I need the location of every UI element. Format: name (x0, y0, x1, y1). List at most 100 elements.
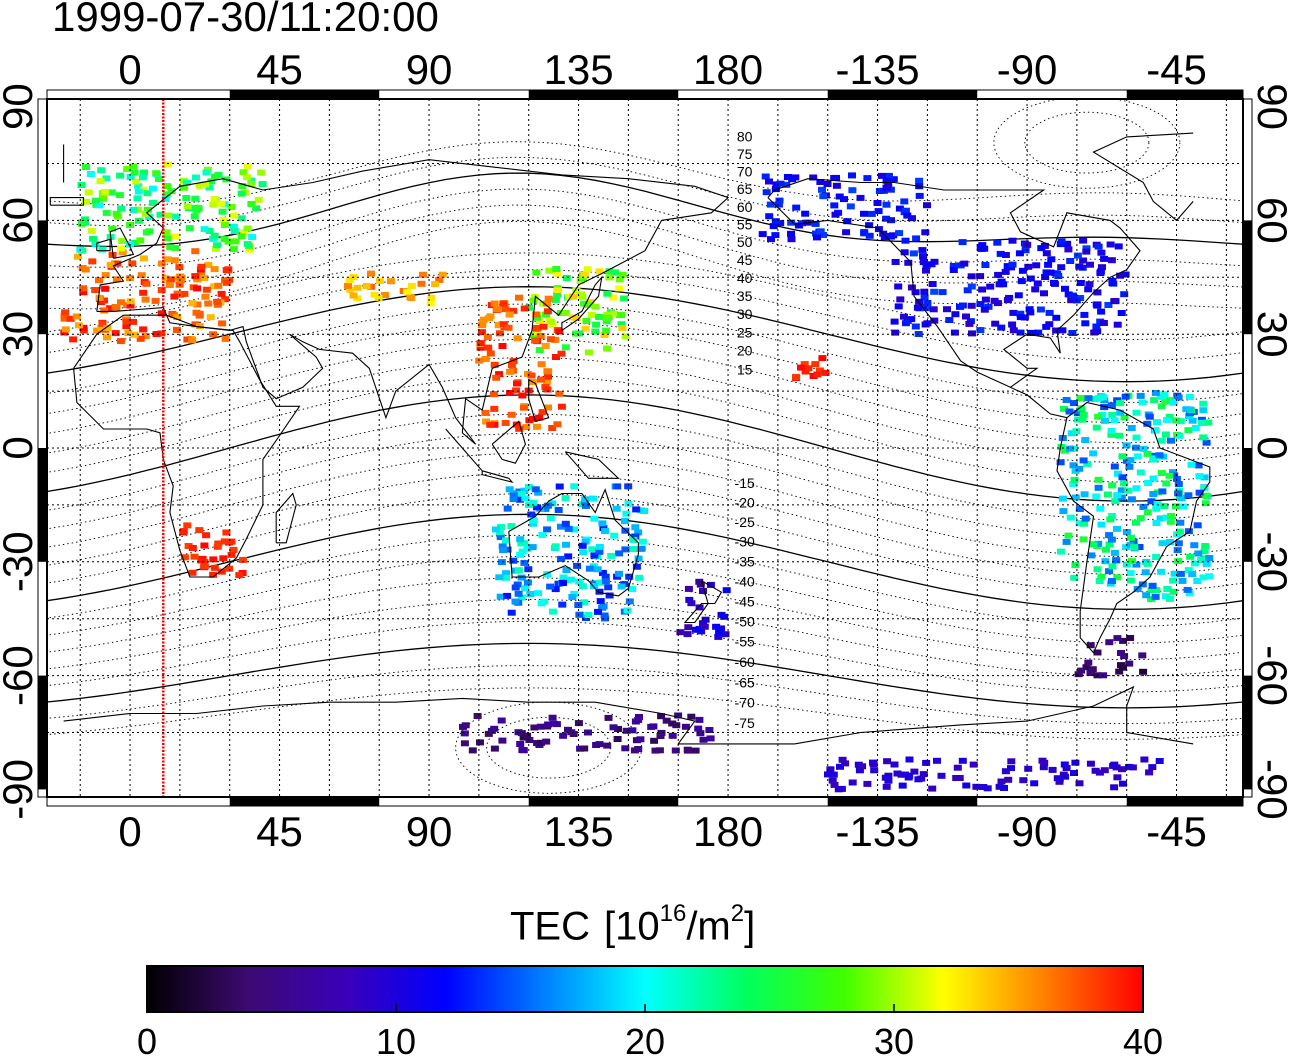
tec-cell (1170, 570, 1179, 577)
tec-cell (1167, 437, 1175, 444)
tec-cell (1153, 489, 1162, 496)
coastline (767, 178, 1141, 388)
tec-cell (585, 565, 594, 572)
tec-cell (213, 298, 222, 305)
tec-cell (1037, 245, 1046, 252)
tec-cell (1202, 560, 1211, 567)
tec-cell (243, 163, 252, 170)
tec-cell (230, 212, 239, 219)
tec-cell (997, 324, 1006, 331)
tec-cell (1062, 397, 1071, 403)
tec-cell (367, 283, 376, 290)
tec-cell (102, 209, 111, 216)
y-tick-left: 30 (0, 311, 41, 358)
tec-cell (901, 237, 910, 244)
tec-cell (1101, 558, 1110, 565)
tec-cell (502, 537, 510, 544)
tec-cell (657, 713, 666, 720)
tec-cell (1086, 642, 1095, 649)
tec-cell (561, 310, 570, 316)
tec-cell (1050, 279, 1058, 286)
tec-cell (1139, 445, 1148, 452)
tec-cell (1033, 280, 1042, 287)
tec-cell (548, 322, 557, 329)
tec-cell (129, 163, 138, 170)
tec-cell (138, 174, 147, 181)
tec-cell (1072, 428, 1081, 435)
tec-cell (188, 545, 197, 551)
tec-cell (1014, 292, 1023, 299)
tec-cell (1007, 758, 1016, 765)
tec-cell (618, 325, 627, 332)
tec-cell (687, 600, 696, 607)
tec-cell (386, 278, 395, 285)
tec-cell (609, 724, 618, 731)
tec-cell (620, 295, 629, 302)
tec-cell (1092, 493, 1101, 500)
tec-cell (478, 321, 487, 328)
tec-cell (97, 324, 106, 331)
contour-line (47, 513, 1243, 610)
tec-cell (1113, 635, 1122, 642)
tec-cell (220, 538, 229, 545)
tec-cell (1116, 409, 1125, 416)
tec-cell (374, 294, 383, 301)
tec-cell (1071, 562, 1080, 569)
tec-cell (1130, 544, 1139, 551)
tec-cell (611, 269, 619, 276)
tec-cell (1151, 427, 1160, 434)
tec-cell (903, 212, 912, 219)
tec-cell (951, 311, 960, 318)
tec-cell (1157, 470, 1166, 476)
tec-cell (558, 601, 567, 608)
tec-cell (106, 261, 115, 268)
tec-cell (91, 240, 100, 247)
tec-cell (157, 330, 166, 337)
x-tick-top: 0 (118, 46, 141, 93)
tec-cell (894, 283, 903, 290)
tec-cell (700, 623, 709, 630)
tec-cell (575, 578, 584, 585)
tec-cell (1084, 659, 1093, 666)
tec-cell (1032, 262, 1041, 269)
contour-line (47, 642, 1243, 709)
colorbar-unit-mid: /m (686, 904, 731, 949)
tec-cell (600, 331, 609, 338)
tec-cell (632, 563, 641, 570)
tec-cell (909, 250, 918, 257)
tec-cell (537, 361, 546, 368)
tec-cell (1070, 445, 1079, 452)
tec-cell (771, 232, 780, 239)
tec-cell (1184, 427, 1193, 434)
tec-cell (562, 541, 570, 548)
tec-cell (775, 197, 784, 204)
tec-cell (191, 321, 200, 328)
tec-cell (883, 758, 892, 765)
tec-cell (672, 722, 681, 729)
contour-label: -55 (735, 634, 755, 650)
tec-cell (1052, 314, 1061, 321)
tec-cell (543, 386, 552, 393)
tec-cell (473, 713, 482, 719)
tec-cell (1163, 416, 1172, 423)
tec-cell (1077, 405, 1086, 412)
tec-cell (118, 249, 127, 256)
tec-cell (487, 727, 496, 734)
tec-cell (139, 186, 148, 193)
tec-cell (370, 291, 379, 298)
tec-cell (1107, 402, 1116, 409)
tec-cell (552, 266, 561, 272)
tec-cell (131, 239, 140, 246)
colorbar-unit-prefix: [10 (604, 904, 660, 949)
tec-cell (1205, 555, 1214, 561)
coastline (683, 602, 709, 624)
tec-cell (562, 567, 571, 573)
tec-cell (613, 736, 622, 742)
tec-cell (1143, 509, 1152, 516)
tec-cell (816, 228, 825, 235)
tec-cell (1048, 766, 1057, 773)
tec-cell (1075, 520, 1084, 527)
tec-cell (116, 172, 125, 179)
tec-cell (1030, 780, 1039, 787)
